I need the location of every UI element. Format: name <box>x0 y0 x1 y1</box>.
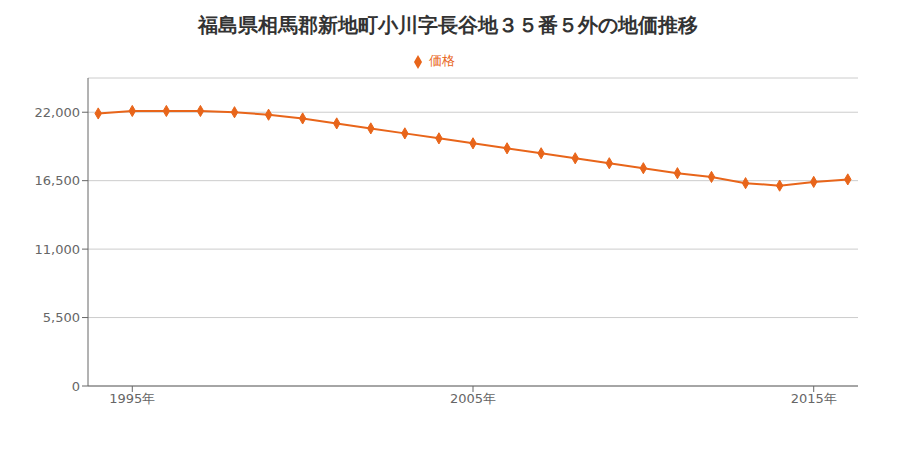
svg-text:2005年: 2005年 <box>450 391 496 406</box>
svg-text:5,500: 5,500 <box>43 310 80 325</box>
svg-text:2015年: 2015年 <box>791 391 837 406</box>
svg-text:11,000: 11,000 <box>35 242 81 257</box>
svg-text:16,500: 16,500 <box>35 173 81 188</box>
html-text:価格: 価格 <box>429 53 455 68</box>
svg-text:0: 0 <box>72 379 80 394</box>
html-text:福島県相馬郡新地町小川字長谷地３５番５外の地価推移: 福島県相馬郡新地町小川字長谷地３５番５外の地価推移 <box>198 13 698 37</box>
svg-text:22,000: 22,000 <box>35 105 81 120</box>
svg-text:1995年: 1995年 <box>109 391 155 406</box>
